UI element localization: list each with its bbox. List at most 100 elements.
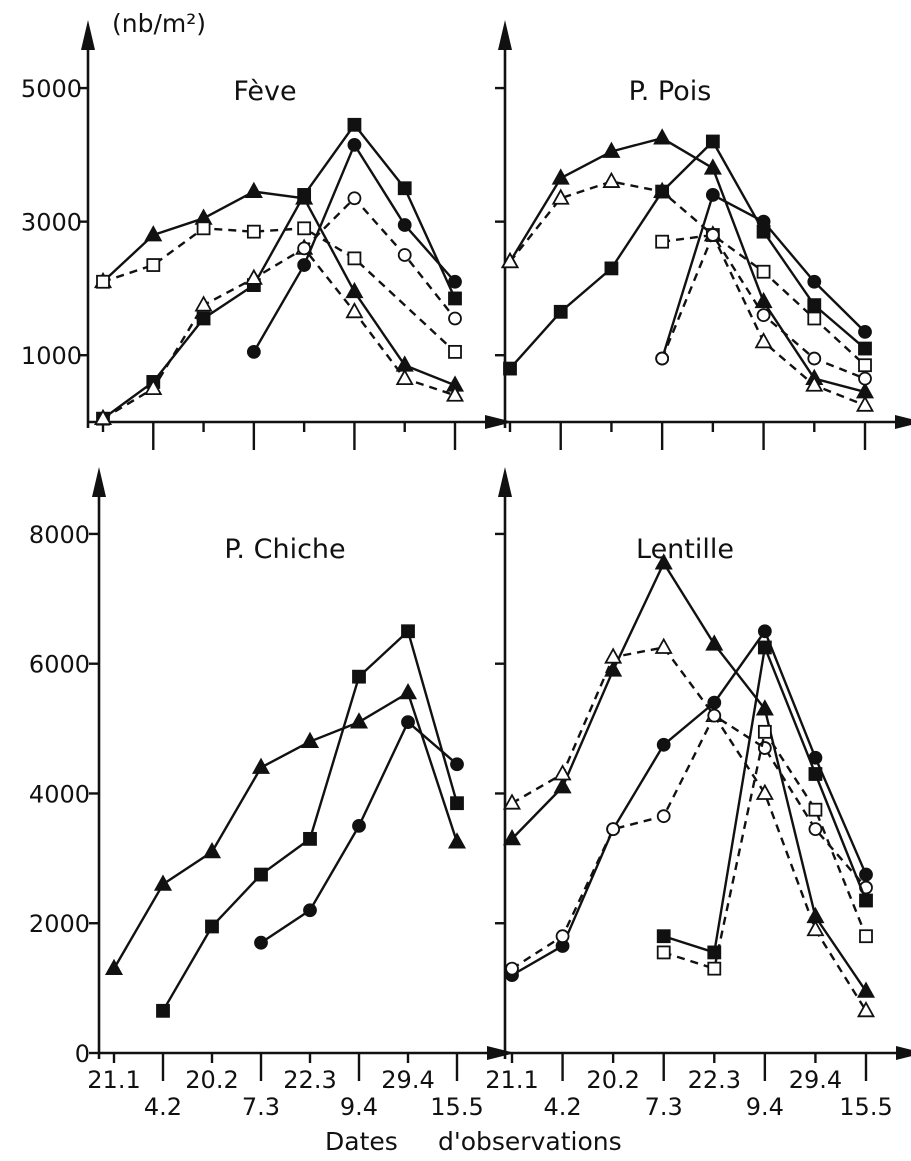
data-point-filled-circle xyxy=(303,903,317,918)
data-point-filled-square xyxy=(448,291,462,306)
data-point-open-square xyxy=(246,224,261,239)
series-line xyxy=(663,646,868,954)
data-point-open-square xyxy=(707,961,722,976)
data-point-filled-triangle xyxy=(398,683,418,700)
series-filled-triangle xyxy=(500,128,875,399)
data-point-filled-triangle xyxy=(244,181,263,198)
data-point-open-square xyxy=(146,258,161,272)
series-filled-circle xyxy=(246,137,462,359)
data-point-filled-triangle xyxy=(754,291,773,309)
data-point-open-circle xyxy=(448,311,462,326)
data-point-open-triangle xyxy=(244,268,263,285)
data-point-open-triangle xyxy=(551,188,570,205)
data-point-open-triangle xyxy=(345,301,364,319)
x-axis-arrow xyxy=(485,415,513,429)
data-point-filled-square xyxy=(303,831,317,846)
series-line xyxy=(161,630,459,1012)
data-point-open-square xyxy=(297,221,312,236)
series-open-circle xyxy=(655,228,872,386)
data-point-filled-square xyxy=(604,261,619,276)
data-point-filled-circle xyxy=(859,867,873,882)
data-point-open-triangle xyxy=(500,251,520,269)
data-point-filled-triangle xyxy=(153,874,173,891)
y-tick-label: 8000 xyxy=(29,521,90,549)
data-point-filled-circle xyxy=(297,258,312,272)
data-point-filled-triangle xyxy=(703,158,722,175)
panel-title: Lentille xyxy=(636,534,734,565)
x-tick-label: 29.4 xyxy=(789,1066,842,1094)
data-point-filled-square xyxy=(655,184,670,199)
series-filled-triangle xyxy=(104,683,467,976)
data-point-open-triangle xyxy=(806,919,825,937)
x-tick-label: 15.5 xyxy=(430,1093,483,1121)
x-axis-title-observations: d'observations xyxy=(438,1127,622,1156)
x-tick-label: 7.3 xyxy=(242,1093,280,1121)
data-point-filled-square xyxy=(401,624,415,639)
data-point-filled-circle xyxy=(757,624,772,639)
series-line xyxy=(511,714,867,970)
x-tick-label: 9.4 xyxy=(340,1093,378,1121)
y-tick-label: 5000 xyxy=(21,75,82,103)
data-point-open-triangle xyxy=(755,783,774,800)
data-point-filled-square xyxy=(196,311,211,326)
data-point-filled-circle xyxy=(254,935,268,950)
series-line xyxy=(509,180,866,407)
data-point-filled-square xyxy=(156,1003,170,1018)
data-point-open-triangle xyxy=(502,793,522,810)
data-point-open-circle xyxy=(397,248,412,262)
data-point-filled-square xyxy=(297,188,312,202)
series-filled-triangle xyxy=(502,553,876,998)
data-point-filled-triangle xyxy=(144,225,163,242)
data-point-open-square xyxy=(859,929,873,944)
data-point-filled-square xyxy=(397,181,412,196)
data-point-filled-triangle xyxy=(349,712,369,729)
data-point-filled-square xyxy=(347,117,362,132)
data-point-open-circle xyxy=(808,822,823,837)
x-axis-arrow xyxy=(895,415,911,429)
data-point-filled-circle xyxy=(448,274,462,289)
data-point-filled-triangle xyxy=(251,757,271,774)
series-line xyxy=(509,140,866,370)
data-point-filled-circle xyxy=(858,324,872,339)
x-tick-label: 15.5 xyxy=(839,1093,892,1121)
data-point-open-circle xyxy=(807,351,822,366)
x-tick-label: 22.3 xyxy=(283,1066,336,1094)
data-point-filled-triangle xyxy=(502,829,522,846)
panel-1: 1000 3000 5000 Fève xyxy=(21,20,513,450)
data-point-open-square xyxy=(757,724,772,739)
data-point-open-circle xyxy=(757,741,772,755)
y-tick-label: 3000 xyxy=(21,209,82,237)
data-point-filled-triangle xyxy=(202,842,222,859)
y-unit-label: (nb/m²) xyxy=(112,9,206,38)
data-point-filled-triangle xyxy=(705,634,724,651)
data-point-filled-triangle xyxy=(755,699,774,716)
data-point-filled-square xyxy=(450,796,464,811)
series-line xyxy=(102,190,456,387)
data-point-filled-square xyxy=(205,919,219,934)
series-filled-circle xyxy=(254,715,464,950)
data-point-open-square xyxy=(448,344,462,359)
data-point-filled-triangle xyxy=(602,141,621,158)
y-axis-arrow xyxy=(81,20,95,50)
data-point-open-square xyxy=(196,221,211,236)
data-point-open-circle xyxy=(858,371,872,386)
panel-title: P. Pois xyxy=(629,76,712,107)
y-tick-label: 0 xyxy=(75,1040,90,1068)
data-point-filled-square xyxy=(503,361,517,376)
y-axis-arrow xyxy=(498,20,512,50)
data-point-filled-triangle xyxy=(856,981,876,998)
data-point-filled-circle xyxy=(807,274,822,289)
data-point-open-triangle xyxy=(194,295,213,312)
data-point-open-square xyxy=(808,802,823,817)
panel-3: 0 2000 4000 6000 8000 21.14.220.27.322.39.429… xyxy=(29,467,515,1121)
x-tick-label: 7.3 xyxy=(645,1093,683,1121)
data-point-open-triangle xyxy=(654,637,673,654)
series-open-square xyxy=(96,221,462,359)
data-point-filled-triangle xyxy=(104,958,124,976)
y-axis-arrow xyxy=(498,467,512,497)
data-point-open-triangle xyxy=(805,375,824,392)
data-point-open-circle xyxy=(505,961,519,976)
data-point-open-circle xyxy=(347,191,362,206)
series-filled-triangle xyxy=(93,181,465,392)
